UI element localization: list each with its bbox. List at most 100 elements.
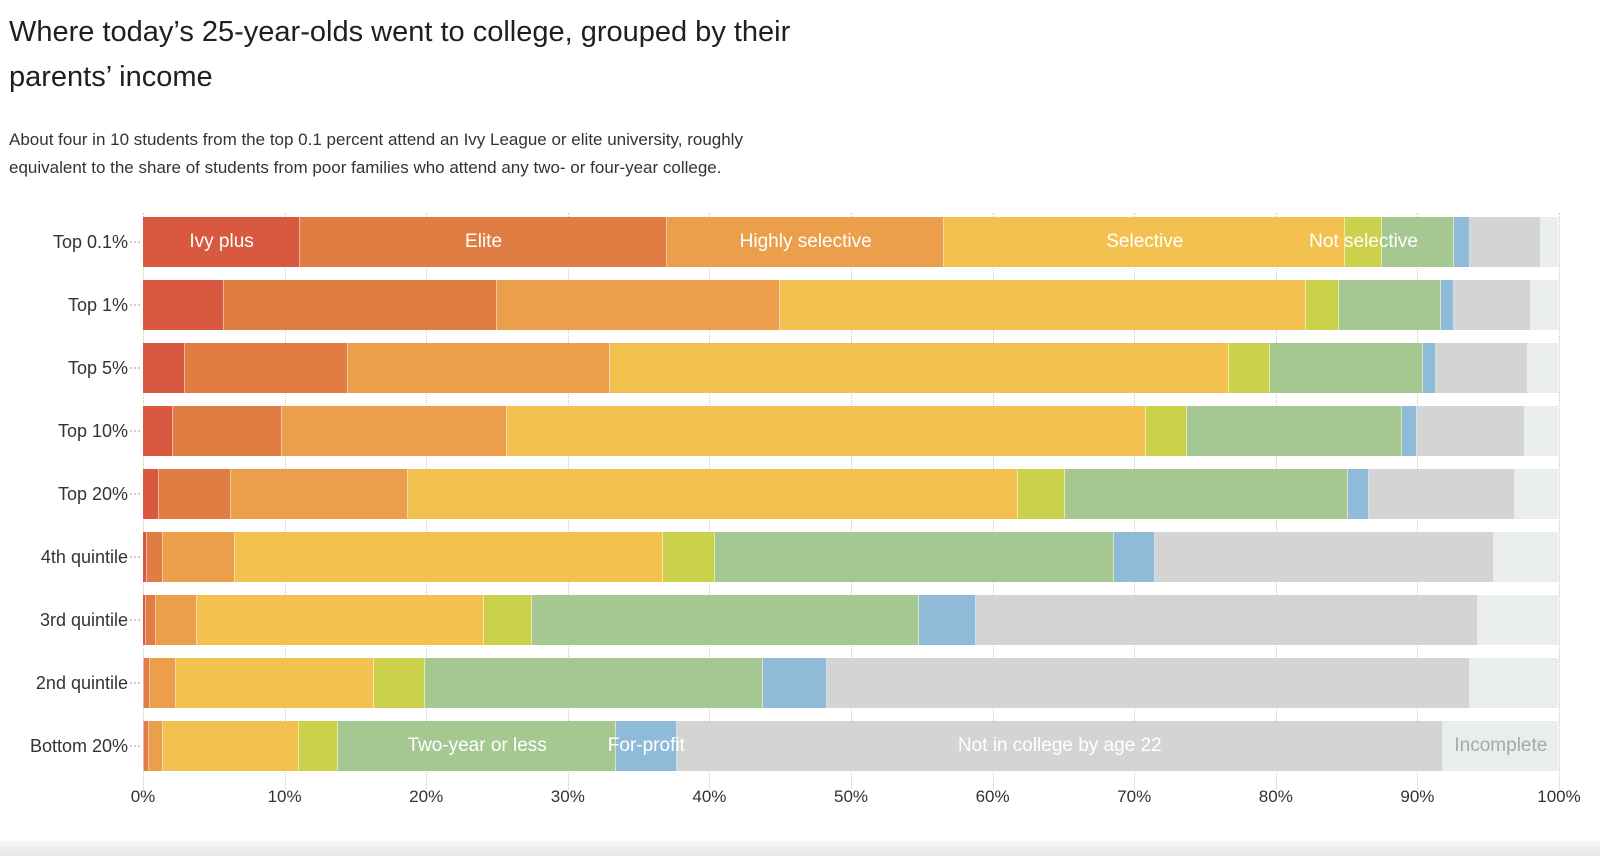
row-label-leader — [130, 304, 140, 306]
bar-segment-elite: Elite — [300, 217, 667, 267]
row-label-leader — [130, 430, 140, 432]
bottom-page-edge — [0, 841, 1600, 856]
bar-segment-highly-selective — [348, 343, 611, 393]
row-label-bottom-20: Bottom 20% — [29, 735, 128, 756]
bar-segment-highly-selective — [148, 721, 163, 771]
bar-segment-highly-selective: Highly selective — [666, 217, 945, 267]
chart-row-3rd-quintile: 3rd quintile — [40, 595, 1559, 645]
bar-segment-highly-selective — [230, 469, 408, 519]
bar-segment-for-profit — [1114, 532, 1156, 582]
row-label-4th-quintile: 4th quintile — [40, 546, 128, 567]
bar-segment-elite — [145, 595, 156, 645]
bar-segment-for-profit: For-profit — [608, 721, 685, 771]
row-label-top-5: Top 5% — [67, 357, 128, 378]
bar-segment-not-selective — [1145, 406, 1187, 456]
bar-segment-incomplete — [1515, 469, 1559, 519]
bar-segment-ivy-plus — [143, 658, 145, 708]
bar-segment-not-selective — [1018, 469, 1065, 519]
bar-segment-two-year-or-less — [424, 658, 764, 708]
segment-label-highly-selective: Highly selective — [739, 231, 872, 252]
bar-segment-selective — [196, 595, 485, 645]
x-axis-tick-label-90: 90% — [1400, 787, 1435, 806]
bar-segment-two-year-or-less — [1270, 343, 1424, 393]
bar-segment-for-profit — [763, 658, 827, 708]
bar-segment-selective — [175, 658, 374, 708]
row-label-3rd-quintile: 3rd quintile — [39, 609, 128, 630]
bar-segment-selective — [235, 532, 663, 582]
bar-segment-for-profit — [1441, 280, 1455, 330]
bar-segment-elite — [172, 406, 282, 456]
bar-segment-elite — [185, 343, 349, 393]
bar-segment-ivy-plus — [143, 532, 148, 582]
bar-segment-incomplete — [1493, 532, 1559, 582]
bar-segment-incomplete — [1540, 217, 1559, 267]
row-label-leader — [130, 241, 140, 243]
row-label-leader — [130, 745, 140, 747]
bar-segment-two-year-or-less — [1381, 217, 1455, 267]
bar-segment-two-year-or-less — [1064, 469, 1348, 519]
x-axis-tick-label-20: 20% — [409, 787, 444, 806]
bar-segment-two-year-or-less: Two-year or less — [338, 721, 616, 771]
bar-segment-not-selective — [373, 658, 425, 708]
bar-segment-elite — [144, 658, 151, 708]
bar-segment-ivy-plus — [143, 343, 186, 393]
bar-segment-for-profit — [1454, 217, 1470, 267]
bar-segment-not-selective — [484, 595, 533, 645]
bar-segment-not-in-college-by-age-22 — [1417, 406, 1525, 456]
chart-row-top-5: Top 5% — [68, 343, 1559, 393]
x-axis-tick-label-30: 30% — [550, 787, 585, 806]
bar-segment-ivy-plus: Ivy plus — [143, 217, 301, 267]
bar-segment-not-in-college-by-age-22 — [1454, 280, 1531, 330]
bar-segment-two-year-or-less — [1339, 280, 1442, 330]
bar-segment-for-profit — [1401, 406, 1418, 456]
x-axis-tick-label-50: 50% — [833, 787, 869, 806]
row-label-leader — [130, 619, 140, 621]
bar-segment-two-year-or-less — [532, 595, 919, 645]
chart-rows: Top 0.1% Ivy plus Elite Highly selective Sel… — [30, 217, 1559, 771]
chart-row-top-1: Top 1% — [68, 280, 1559, 330]
bar-segment-selective — [506, 406, 1146, 456]
bar-segment-not-in-college-by-age-22 — [1435, 343, 1528, 393]
x-axis-tick-label-100: 100% — [1537, 787, 1581, 806]
bar-segment-ivy-plus — [143, 406, 173, 456]
bar-segment-highly-selective — [496, 280, 781, 330]
bar-segment-for-profit — [918, 595, 976, 645]
bar-segment-incomplete: Incomplete — [1442, 721, 1559, 771]
bar-segment-not-in-college-by-age-22: Not in college by age 22 — [676, 721, 1443, 771]
bar-segment-not-selective: Not selective — [1309, 217, 1418, 267]
bar-segment-two-year-or-less — [715, 532, 1115, 582]
row-label-2nd-quintile: 2nd quintile — [35, 672, 128, 693]
bar-segment-ivy-plus — [143, 721, 145, 771]
bar-segment-elite — [147, 532, 163, 582]
bar-segment-not-selective — [1229, 343, 1271, 393]
bar-segment-not-selective — [298, 721, 339, 771]
bar-segment-selective — [610, 343, 1230, 393]
row-label-leader — [130, 493, 140, 495]
row-label-leader — [130, 367, 140, 369]
bar-segment-not-in-college-by-age-22 — [975, 595, 1479, 645]
bar-segment-for-profit — [1423, 343, 1436, 393]
bar-segment-selective — [162, 721, 299, 771]
chart-row-top-20: Top 20% — [58, 469, 1559, 519]
x-axis-tick-label-10: 10% — [267, 787, 302, 806]
bar-segment-not-in-college-by-age-22 — [1469, 217, 1541, 267]
x-axis: 0% 10% 20% 30% 40% 50% 60% 70% 80% 90% 100% — [131, 781, 1581, 811]
bar-segment-elite — [223, 280, 497, 330]
bar-segment-selective — [780, 280, 1306, 330]
bar-segment-ivy-plus — [143, 280, 224, 330]
bar-segment-selective — [407, 469, 1019, 519]
segment-label-elite: Elite — [465, 231, 503, 252]
segment-label-selective: Selective — [1106, 231, 1184, 252]
bar-segment-incomplete — [1478, 595, 1559, 645]
page-title: Where today’s 25-year-olds went to colle… — [9, 16, 791, 93]
bar-segment-selective: Selective — [944, 217, 1346, 267]
segment-label-ivy-plus: Ivy plus — [189, 231, 254, 252]
bar-segment-ivy-plus — [143, 469, 159, 519]
chart-header: Where today’s 25-year-olds went to colle… — [0, 0, 1600, 181]
chart: Top 0.1% Ivy plus Elite Highly selective Sel… — [30, 213, 1581, 811]
bar-segment-incomplete — [1524, 406, 1559, 456]
segment-label-incomplete: Incomplete — [1454, 735, 1548, 756]
row-label-top-1: Top 1% — [67, 294, 128, 315]
bar-segment-elite — [158, 469, 231, 519]
bar-segment-not-in-college-by-age-22 — [826, 658, 1470, 708]
